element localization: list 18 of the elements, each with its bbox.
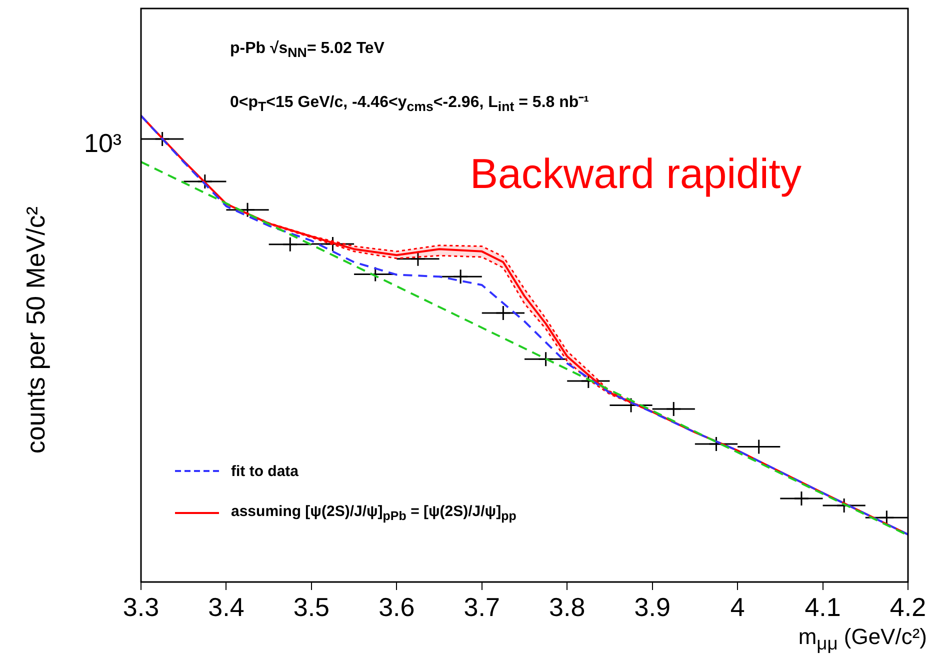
x-tick-label: 3.3	[122, 592, 160, 622]
legend-label: assuming [ψ(2S)/J/ψ]$_{pPb}$ = [ψ(2S)/J/ψ]$_{pp}$	[231, 503, 516, 523]
text: p-Pb √s$_{NN}$= 5.02 TeV	[230, 40, 384, 60]
y-axis-title: counts per 50 MeV/c²	[20, 206, 52, 454]
text: 0<p$_{T}$<15 GeV/c, -4.46<y$_{cms}$<-2.96, L$_{int}$ = 5.8 nb⁻¹	[230, 93, 589, 114]
x-tick-label: 3.6	[378, 592, 415, 622]
text: 10³	[84, 128, 122, 159]
legend-label: fit to data	[231, 462, 298, 480]
x-tick-label: 3.5	[293, 592, 330, 622]
x-tick-label: 4	[730, 592, 745, 622]
x-axis-title: m$_{μμ}$ (GeV/c²)	[798, 624, 927, 654]
x-tick-label: 3.9	[634, 592, 670, 622]
x-tick-label: 3.4	[208, 592, 244, 622]
x-tick-label: 4.1	[804, 592, 841, 622]
x-tick-label: 3.7	[464, 592, 500, 622]
annotation: Backward rapidity	[470, 150, 802, 198]
x-tick-label: 4.2	[890, 592, 926, 622]
x-tick-label: 3.8	[549, 592, 586, 622]
